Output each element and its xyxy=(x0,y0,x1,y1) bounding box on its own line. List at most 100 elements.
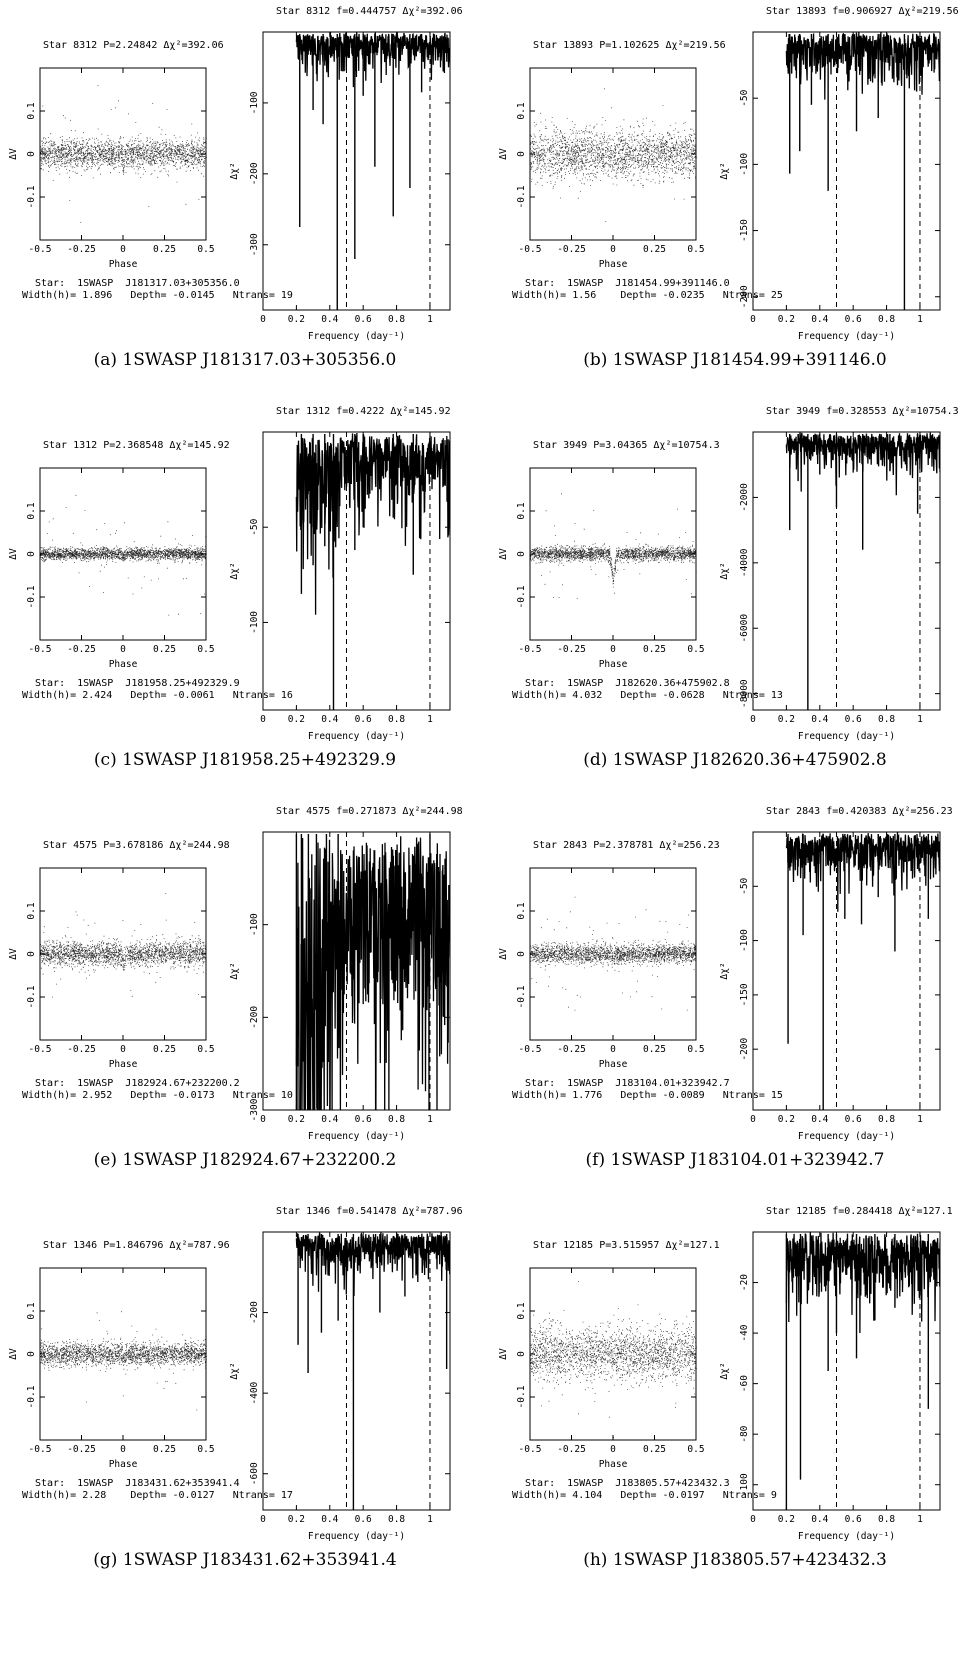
star-info: Star: 1SWASP J181454.99+391146.0 Width(h)… xyxy=(512,278,783,302)
pg-xtick-label: 0.6 xyxy=(845,1514,862,1525)
lc-xtick-label: 0.5 xyxy=(197,644,214,655)
pg-xtick-label: 0.6 xyxy=(845,1114,862,1125)
lc-ytick-label: 0.1 xyxy=(516,102,527,119)
pg-xlabel: Frequency (day⁻¹) xyxy=(798,731,895,742)
lc-xlabel: Phase xyxy=(109,1459,138,1470)
params-line: Width(h)= 4.032 Depth= -0.0628 Ntrans= 1… xyxy=(512,690,783,701)
star-line: Star: 1SWASP J182620.36+475902.8 xyxy=(525,678,730,689)
chart-svg: -0.5 -0.25 0 0.25 0.5 -0.1 0 0.1 Phase ΔV 0 0.2 0.4 0… xyxy=(498,831,941,1142)
pg-ytick-label: -6000 xyxy=(739,614,750,643)
pg-xtick-label: 0.2 xyxy=(288,1114,305,1125)
lc-points xyxy=(40,494,207,616)
pg-xtick-label: 0 xyxy=(750,714,756,725)
chart-panel: -0.5 -0.25 0 0.25 0.5 -0.1 0 0.1 Phase ΔV 0 0.2 0.4 0… xyxy=(490,400,979,817)
pg-ytick-label: -200 xyxy=(249,162,260,185)
pg-ytick-label: -100 xyxy=(249,913,260,936)
lc-xlabel: Phase xyxy=(109,1059,138,1070)
lc-xtick-label: 0.25 xyxy=(153,644,176,655)
lc-ytick-label: 0 xyxy=(516,551,527,557)
pg-ytick-label: -150 xyxy=(739,219,750,242)
star-info: Star: 1SWASP J181958.25+492329.9 Width(h)… xyxy=(22,678,293,702)
star-info: Star: 1SWASP J183431.62+353941.4 Width(h)… xyxy=(22,1478,293,1502)
star-line: Star: 1SWASP J181454.99+391146.0 xyxy=(525,278,730,289)
pg-xtick-label: 1 xyxy=(917,1514,923,1525)
lc-xtick-label: -0.25 xyxy=(67,244,96,255)
lc-xlabel: Phase xyxy=(599,259,628,270)
pg-ytick-label: -20 xyxy=(739,1274,750,1291)
pg-title: Star 12185 f=0.284418 Δχ²=127.1 xyxy=(766,1206,953,1217)
lc-title: Star 13893 P=1.102625 Δχ²=219.56 xyxy=(533,40,726,51)
chart-svg: -0.5 -0.25 0 0.25 0.5 -0.1 0 0.1 Phase ΔV 0 0.2 0.4 0… xyxy=(8,831,451,1142)
lc-xtick-label: 0.5 xyxy=(687,644,704,655)
lc-xtick-label: 0 xyxy=(610,1444,616,1455)
pg-xtick-label: 0.4 xyxy=(811,714,828,725)
lc-xtick-label: -0.5 xyxy=(29,1044,52,1055)
pg-xtick-label: 0 xyxy=(260,714,266,725)
lc-title: Star 3949 P=3.04365 Δχ²=10754.3 xyxy=(533,440,720,451)
lc-xtick-label: 0.5 xyxy=(197,1044,214,1055)
lc-xtick-label: -0.5 xyxy=(519,1044,542,1055)
pg-xtick-label: 0 xyxy=(260,1114,266,1125)
lc-xtick-label: 0.25 xyxy=(643,244,666,255)
pg-ytick-label: -400 xyxy=(249,1381,260,1404)
pg-ylabel: Δχ² xyxy=(229,962,240,979)
pg-ylabel: Δχ² xyxy=(719,562,730,579)
pg-xtick-label: 0.8 xyxy=(388,1514,405,1525)
pg-trace xyxy=(295,432,450,615)
star-info: Star: 1SWASP J181317.03+305356.0 Width(h)… xyxy=(22,278,293,302)
star-line: Star: 1SWASP J182924.67+232200.2 xyxy=(35,1078,240,1089)
pg-xtick-label: 0.2 xyxy=(778,1514,795,1525)
pg-ytick-label: -100 xyxy=(739,153,750,176)
lc-ylabel: ΔV xyxy=(8,1348,19,1360)
lc-ytick-label: 0 xyxy=(26,1351,37,1357)
pg-xlabel: Frequency (day⁻¹) xyxy=(308,1531,405,1542)
pg-trace xyxy=(785,832,940,912)
lc-xtick-label: 0 xyxy=(610,1044,616,1055)
pg-ytick-label: -40 xyxy=(739,1324,750,1341)
pg-title: Star 1346 f=0.541478 Δχ²=787.96 xyxy=(276,1206,463,1217)
pg-frame xyxy=(752,1231,941,1511)
lc-xtick-label: 0 xyxy=(120,244,126,255)
panel-caption: (g) 1SWASP J183431.62+353941.4 xyxy=(93,1550,397,1570)
lc-points xyxy=(530,896,697,1011)
pg-xtick-label: 0.8 xyxy=(878,714,895,725)
pg-xtick-label: 0 xyxy=(260,1514,266,1525)
lc-title: Star 8312 P=2.24842 Δχ²=392.06 xyxy=(43,40,224,51)
chart-svg: -0.5 -0.25 0 0.25 0.5 -0.1 0 0.1 Phase ΔV 0 0.2 0.4 0… xyxy=(8,431,451,742)
lc-ytick-label: -0.1 xyxy=(26,1385,37,1408)
lc-xtick-label: -0.25 xyxy=(67,1044,96,1055)
lc-points xyxy=(40,1311,207,1411)
pg-ytick-label: -300 xyxy=(249,233,260,256)
pg-ytick-label: -8000 xyxy=(739,679,750,708)
lc-xtick-label: 0 xyxy=(120,1044,126,1055)
pg-ytick-label: -100 xyxy=(249,611,260,634)
lc-title: Star 12185 P=3.515957 Δχ²=127.1 xyxy=(533,1240,720,1251)
pg-xtick-label: 0.4 xyxy=(811,1114,828,1125)
lc-xtick-label: -0.5 xyxy=(519,1444,542,1455)
lc-xlabel: Phase xyxy=(599,1459,628,1470)
lc-xtick-label: -0.25 xyxy=(67,644,96,655)
lc-ylabel: ΔV xyxy=(498,948,509,960)
pg-xtick-label: 0.4 xyxy=(811,314,828,325)
params-line: Width(h)= 2.952 Depth= -0.0173 Ntrans= 1… xyxy=(22,1090,293,1101)
pg-title: Star 3949 f=0.328553 Δχ²=10754.3 xyxy=(766,406,959,417)
lc-title: Star 2843 P=2.378781 Δχ²=256.23 xyxy=(533,840,720,851)
chart-panel: -0.5 -0.25 0 0.25 0.5 -0.1 0 0.1 Phase ΔV 0 0.2 0.4 0… xyxy=(0,1200,490,1617)
panel-caption: (h) 1SWASP J183805.57+423432.3 xyxy=(583,1550,887,1570)
pg-xtick-label: 0.6 xyxy=(355,1114,372,1125)
pg-ytick-label: -50 xyxy=(739,89,750,106)
pg-xtick-label: 0 xyxy=(750,314,756,325)
lc-ylabel: ΔV xyxy=(498,548,509,560)
lc-xtick-label: -0.25 xyxy=(557,244,586,255)
chart-panel: -0.5 -0.25 0 0.25 0.5 -0.1 0 0.1 Phase ΔV 0 0.2 0.4 0… xyxy=(0,0,490,417)
pg-ytick-label: -50 xyxy=(249,518,260,535)
lc-points xyxy=(530,493,697,599)
lc-points xyxy=(530,1281,697,1438)
pg-xtick-label: 0.4 xyxy=(811,1514,828,1525)
pg-xtick-label: 0 xyxy=(750,1514,756,1525)
lc-xtick-label: -0.5 xyxy=(29,644,52,655)
lc-ylabel: ΔV xyxy=(8,148,19,160)
lc-xlabel: Phase xyxy=(599,659,628,670)
pg-xtick-label: 0.8 xyxy=(388,314,405,325)
pg-title: Star 1312 f=0.4222 Δχ²=145.92 xyxy=(276,406,451,417)
